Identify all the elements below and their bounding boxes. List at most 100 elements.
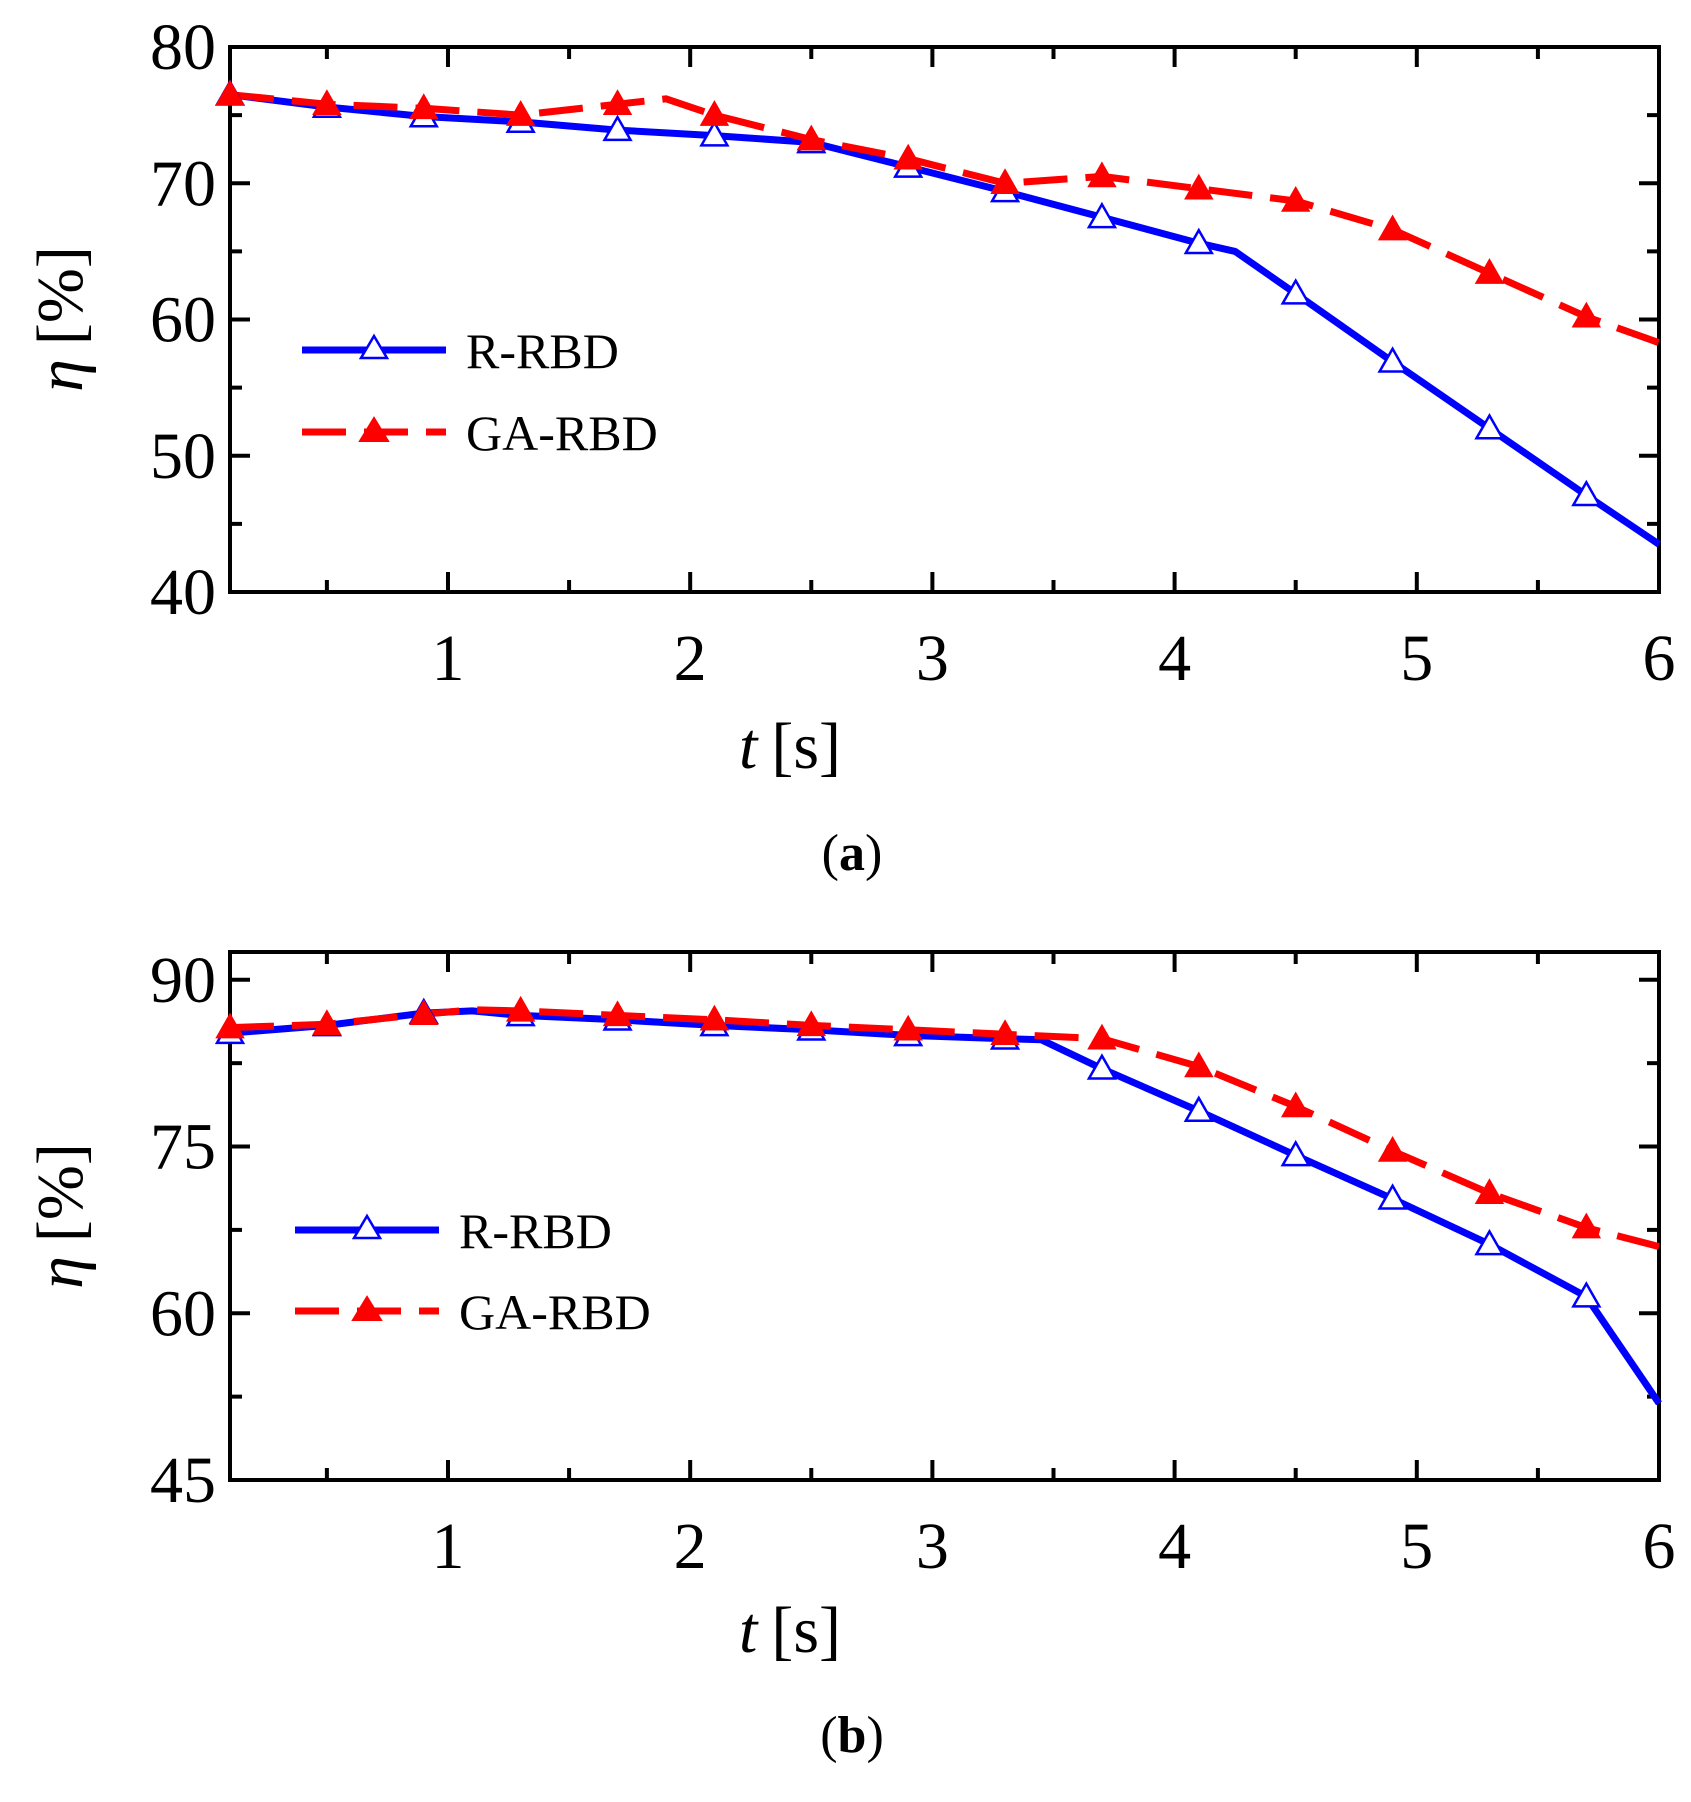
legend-b: R-RBD GA-RBD <box>295 1203 651 1340</box>
data-point-r-rbd-a-15 <box>1571 479 1602 507</box>
data-point-ga-rbd-b-9 <box>990 1019 1020 1046</box>
y-tick-label-75-b: 75 <box>150 1111 216 1184</box>
series-line-r-rbd-b <box>229 1007 1662 1406</box>
data-point-r-rbd-b-12 <box>1183 1095 1214 1122</box>
data-point-ga-rbd-b-11 <box>1184 1051 1214 1078</box>
legend-label-r-rbd-a: R-RBD <box>466 323 619 379</box>
panel-caption-b: (b) <box>820 1707 884 1764</box>
x-tick-label-4-a: 4 <box>1158 622 1191 695</box>
data-point-ga-rbd-b-1 <box>312 1009 342 1035</box>
y-axis-unit-a: [%] <box>24 246 97 345</box>
plot-area-b <box>228 950 1661 1482</box>
data-point-r-rbd-a-14 <box>1474 412 1505 440</box>
data-point-ga-rbd-a-1 <box>312 89 342 115</box>
data-point-ga-rbd-a-9 <box>990 168 1020 194</box>
data-point-r-rbd-a-12 <box>1280 278 1311 305</box>
data-point-ga-rbd-b-14 <box>1474 1178 1505 1204</box>
legend-marker-ga-rbd-a <box>358 416 390 442</box>
series-line-r-rbd-a <box>229 91 1661 548</box>
x-tick-label-6-b: 6 <box>1643 1510 1676 1583</box>
panel-caption-a: (a) <box>822 825 883 882</box>
data-point-ga-rbd-b-10 <box>1087 1023 1117 1050</box>
y-axis-label-a: η [%] <box>24 246 97 392</box>
data-point-ga-rbd-a-12 <box>1280 185 1311 212</box>
data-point-ga-rbd-a-2 <box>409 93 439 120</box>
data-point-ga-rbd-a-4 <box>602 89 633 115</box>
data-point-r-rbd-a-9 <box>1086 201 1118 229</box>
data-point-ga-rbd-b-13 <box>1377 1135 1408 1162</box>
x-tick-label-3-b: 3 <box>916 1510 949 1583</box>
y-axis-label-b: η [%] <box>24 1143 97 1289</box>
series-line-ga-rbd-a <box>229 91 1661 346</box>
data-point-ga-rbd-a-8 <box>893 143 923 170</box>
data-point-ga-rbd-b-7 <box>796 1010 827 1037</box>
axis-ticks-a: 1 2 3 4 5 6 40 50 60 70 80 <box>150 11 1676 695</box>
data-point-ga-rbd-b-8 <box>893 1014 923 1041</box>
data-point-r-rbd-a-13 <box>1377 346 1408 373</box>
y-axis-var-a: η <box>24 359 97 392</box>
panel-caption-letter-b: b <box>838 1707 867 1764</box>
x-axis-unit-a: [s] <box>771 710 841 783</box>
y-tick-label-60-a: 60 <box>150 284 216 357</box>
x-axis-label-a: t [s] <box>739 710 841 783</box>
data-point-r-rbd-b-14 <box>1377 1183 1408 1210</box>
data-point-ga-rbd-a-6 <box>699 100 730 126</box>
x-tick-label-2-a: 2 <box>674 622 707 695</box>
x-tick-label-5-a: 5 <box>1400 622 1433 695</box>
x-tick-label-1-a: 1 <box>431 622 464 695</box>
data-point-r-rbd-a-5 <box>699 120 730 147</box>
data-point-ga-rbd-a-0 <box>215 79 245 106</box>
data-point-ga-rbd-a-13 <box>1377 214 1408 241</box>
data-point-r-rbd-a-4 <box>602 114 633 142</box>
plot-area-a <box>228 45 1661 594</box>
x-tick-label-4-b: 4 <box>1158 1510 1191 1583</box>
data-point-r-rbd-b-15 <box>1474 1228 1505 1256</box>
y-tick-label-80-a: 80 <box>150 11 216 84</box>
data-point-ga-rbd-a-14 <box>1474 258 1505 284</box>
data-point-r-rbd-b-13 <box>1280 1139 1311 1167</box>
y-tick-label-70-a: 70 <box>150 147 216 220</box>
legend-marker-ga-rbd-b <box>351 1295 383 1321</box>
x-tick-label-3-a: 3 <box>916 622 949 695</box>
data-point-ga-rbd-a-11 <box>1184 173 1214 200</box>
legend-label-ga-rbd-a: GA-RBD <box>466 405 658 461</box>
data-point-ga-rbd-a-15 <box>1571 301 1602 328</box>
y-axis-unit-b: [%] <box>24 1143 97 1242</box>
y-tick-label-40-a: 40 <box>150 556 216 629</box>
data-point-r-rbd-a-10 <box>1183 227 1214 255</box>
data-point-ga-rbd-b-4 <box>505 995 536 1022</box>
x-tick-label-5-b: 5 <box>1400 1510 1433 1583</box>
data-point-ga-rbd-a-7 <box>796 124 827 151</box>
y-tick-label-45-b: 45 <box>150 1444 216 1517</box>
data-point-ga-rbd-a-3 <box>505 100 536 126</box>
data-point-ga-rbd-b-2 <box>409 999 439 1025</box>
data-point-ga-rbd-b-5 <box>602 1000 633 1027</box>
data-point-ga-rbd-a-10 <box>1087 161 1117 188</box>
series-layer-b <box>214 995 1662 1406</box>
x-tick-label-1-b: 1 <box>431 1510 464 1583</box>
data-point-ga-rbd-b-15 <box>1571 1212 1602 1239</box>
series-line-ga-rbd-b <box>229 1006 1660 1250</box>
x-axis-var-b: t <box>739 1594 759 1667</box>
x-tick-label-6-a: 6 <box>1643 622 1676 695</box>
x-tick-label-2-b: 2 <box>674 1510 707 1583</box>
x-axis-unit-b: [s] <box>771 1594 841 1667</box>
legend-label-r-rbd-b: R-RBD <box>459 1203 612 1259</box>
y-tick-label-90-b: 90 <box>150 944 216 1017</box>
data-point-ga-rbd-b-12 <box>1280 1091 1311 1118</box>
data-point-r-rbd-b-11 <box>1086 1053 1118 1080</box>
data-point-ga-rbd-b-0 <box>215 1012 245 1039</box>
data-point-ga-rbd-b-6 <box>699 1004 730 1031</box>
legend-marker-r-rbd-a <box>358 333 390 360</box>
y-tick-label-50-a: 50 <box>150 420 216 493</box>
x-axis-var-a: t <box>739 710 759 783</box>
legend-marker-r-rbd-b <box>351 1213 383 1240</box>
x-axis-label-b: t [s] <box>739 1594 841 1667</box>
series-layer-a <box>214 79 1661 548</box>
legend-label-ga-rbd-b: GA-RBD <box>459 1284 651 1340</box>
data-point-r-rbd-b-16 <box>1571 1281 1602 1308</box>
